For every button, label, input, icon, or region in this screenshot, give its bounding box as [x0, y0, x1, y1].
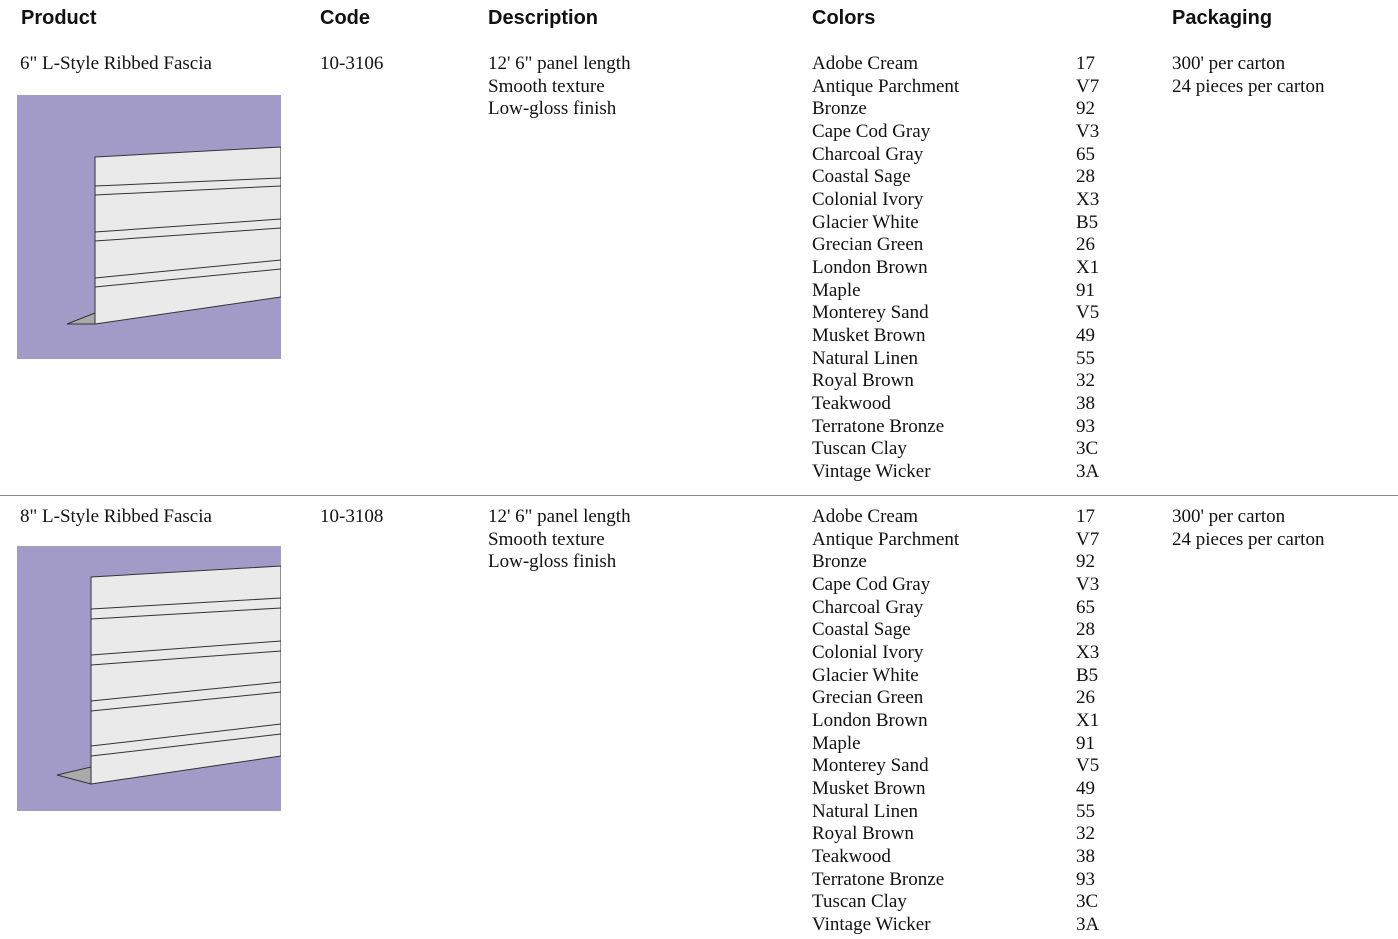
packaging-line: 24 pieces per carton: [1172, 528, 1325, 550]
color-name: Antique Parchment: [812, 75, 960, 97]
color-code: 65: [1076, 596, 1095, 618]
color-code: 55: [1076, 347, 1095, 369]
color-name: Maple: [812, 279, 861, 301]
color-name: Grecian Green: [812, 687, 924, 709]
color-code: 49: [1076, 325, 1095, 347]
color-name: Musket Brown: [812, 325, 926, 347]
product-image: [17, 546, 281, 811]
color-code: V3: [1076, 574, 1100, 595]
color-code: 26: [1076, 234, 1095, 256]
color-name: Antique Parchment: [812, 528, 960, 550]
description-line: Low-gloss finish: [488, 551, 617, 573]
color-code: V7: [1076, 528, 1100, 550]
color-code: 49: [1076, 778, 1095, 800]
color-name: Monterey Sand: [812, 755, 929, 777]
row-separator: [0, 495, 1398, 496]
color-name: Glacier White: [812, 664, 919, 686]
color-name: London Brown: [812, 710, 928, 732]
color-name: Vintage Wicker: [812, 914, 931, 936]
color-name: Bronze: [812, 551, 867, 573]
color-name: Coastal Sage: [812, 166, 911, 188]
color-code: V5: [1076, 302, 1100, 324]
product-image: [17, 95, 281, 359]
color-name: Monterey Sand: [812, 302, 929, 324]
color-code: V5: [1076, 755, 1100, 777]
color-code: 92: [1076, 551, 1095, 573]
color-name: Charcoal Gray: [812, 143, 924, 165]
color-code: 32: [1076, 823, 1095, 845]
color-name: Teakwood: [812, 846, 891, 868]
color-name: Bronze: [812, 98, 867, 120]
color-code: 38: [1076, 393, 1095, 415]
color-name: Cape Cod Gray: [812, 121, 931, 142]
packaging-line: 300' per carton: [1172, 506, 1286, 527]
color-code: 55: [1076, 800, 1095, 822]
color-name: Adobe Cream: [812, 506, 919, 527]
color-code: X3: [1076, 642, 1100, 664]
color-name: Grecian Green: [812, 234, 924, 256]
color-code: V7: [1076, 75, 1100, 97]
color-code: 3A: [1076, 461, 1100, 483]
header-product: Product: [21, 7, 97, 29]
color-name: Glacier White: [812, 211, 919, 233]
color-code: B5: [1076, 664, 1099, 686]
color-code: 91: [1076, 279, 1095, 301]
color-code: V3: [1076, 121, 1100, 142]
packaging-line: 300' per carton: [1172, 53, 1286, 74]
color-name: London Brown: [812, 257, 928, 279]
color-name: Terratone Bronze: [812, 868, 945, 890]
color-name: Coastal Sage: [812, 619, 911, 641]
color-code: X3: [1076, 189, 1100, 211]
color-code: 91: [1076, 732, 1095, 754]
color-code: X1: [1076, 257, 1100, 279]
color-name: Natural Linen: [812, 800, 919, 822]
description-line: Low-gloss finish: [488, 98, 617, 120]
packaging-line: 24 pieces per carton: [1172, 75, 1325, 97]
color-name: Tuscan Clay: [812, 438, 907, 460]
color-name: Royal Brown: [812, 370, 914, 392]
color-name: Colonial Ivory: [812, 189, 924, 211]
color-code: 93: [1076, 868, 1095, 890]
color-code: 38: [1076, 846, 1095, 868]
header-code: Code: [320, 7, 370, 29]
color-name: Colonial Ivory: [812, 642, 924, 664]
product-name: 8" L-Style Ribbed Fascia: [20, 506, 212, 527]
color-name: Maple: [812, 732, 861, 754]
color-name: Charcoal Gray: [812, 596, 924, 618]
description-line: 12' 6" panel length: [488, 506, 631, 527]
header-description: Description: [488, 7, 599, 29]
description-line: Smooth texture: [488, 528, 605, 550]
color-code: 28: [1076, 619, 1095, 641]
color-code: B5: [1076, 211, 1099, 233]
color-code: 26: [1076, 687, 1095, 709]
product-name: 6" L-Style Ribbed Fascia: [20, 53, 212, 74]
color-code: 28: [1076, 166, 1095, 188]
header-colors: Colors: [812, 7, 876, 29]
color-code: 92: [1076, 98, 1095, 120]
color-code: 3A: [1076, 914, 1100, 936]
color-code: X1: [1076, 710, 1100, 732]
color-name: Vintage Wicker: [812, 461, 931, 483]
header-packaging: Packaging: [1172, 7, 1273, 29]
color-code: 32: [1076, 370, 1095, 392]
color-name: Natural Linen: [812, 347, 919, 369]
product-code: 10-3106: [320, 53, 384, 74]
color-code: 17: [1076, 506, 1095, 527]
color-name: Musket Brown: [812, 778, 926, 800]
color-name: Cape Cod Gray: [812, 574, 931, 595]
color-code: 3C: [1076, 891, 1099, 913]
color-code: 3C: [1076, 438, 1099, 460]
description-line: Smooth texture: [488, 75, 605, 97]
color-name: Royal Brown: [812, 823, 914, 845]
color-name: Terratone Bronze: [812, 415, 945, 437]
color-code: 17: [1076, 53, 1095, 74]
color-code: 65: [1076, 143, 1095, 165]
color-name: Adobe Cream: [812, 53, 919, 74]
color-name: Tuscan Clay: [812, 891, 907, 913]
product-code: 10-3108: [320, 506, 384, 527]
color-name: Teakwood: [812, 393, 891, 415]
color-code: 93: [1076, 415, 1095, 437]
description-line: 12' 6" panel length: [488, 53, 631, 74]
